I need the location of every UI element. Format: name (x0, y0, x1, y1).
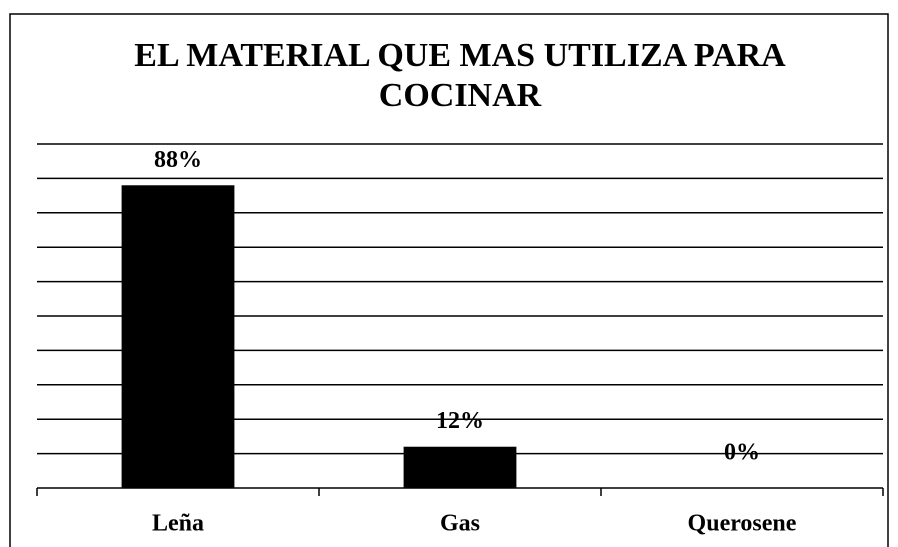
x-tick-label: Leña (152, 511, 204, 537)
value-label: 88% (154, 147, 202, 173)
frame (9, 13, 889, 547)
chart-title: EL MATERIAL QUE MAS UTILIZA PARA (134, 37, 786, 74)
x-tick-label: Gas (440, 511, 480, 537)
chart-title: COCINAR (379, 77, 542, 114)
value-label: 12% (436, 408, 484, 434)
value-label: 0% (724, 440, 760, 466)
bar (403, 446, 517, 488)
bar (121, 185, 235, 488)
x-tick-label: Querosene (688, 511, 797, 537)
